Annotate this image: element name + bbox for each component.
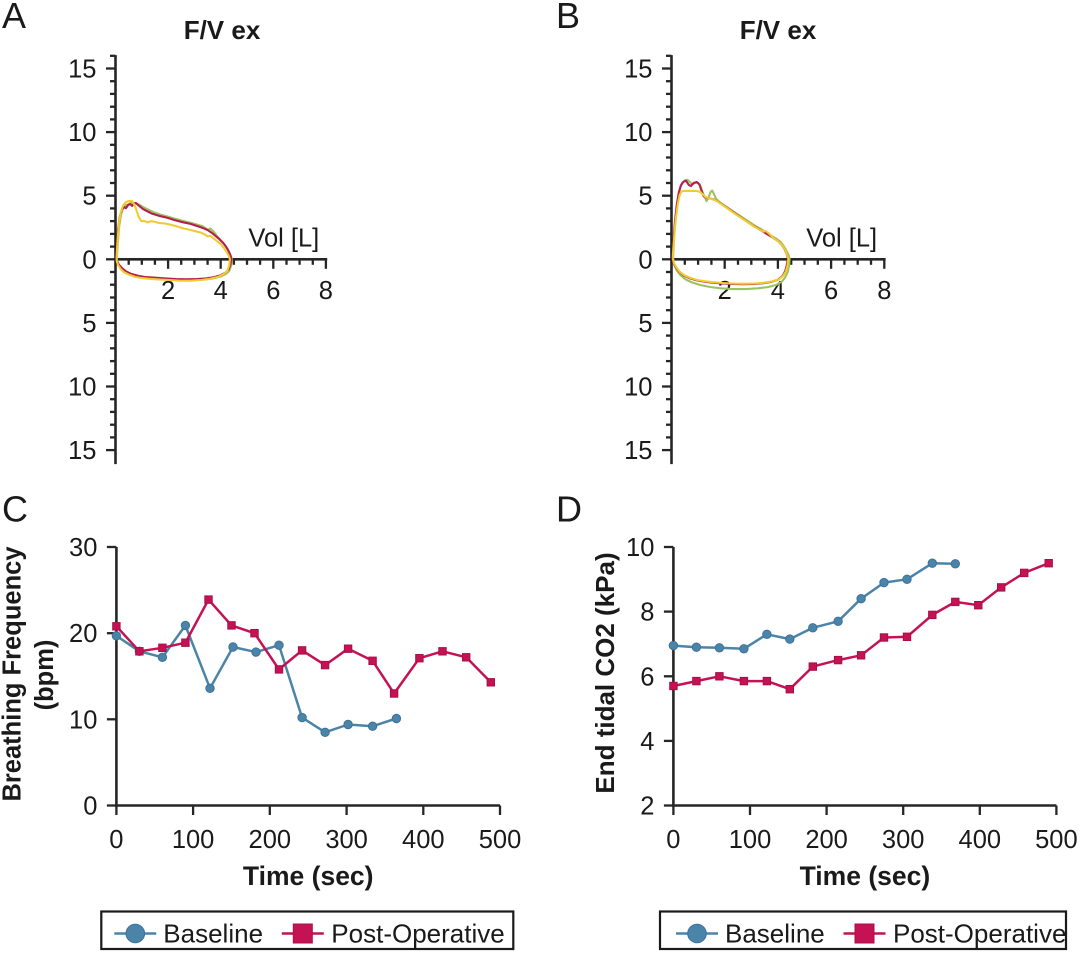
svg-text:400: 400 — [959, 826, 1002, 854]
svg-text:Vol [L]: Vol [L] — [806, 224, 877, 252]
svg-text:5: 5 — [638, 183, 652, 211]
svg-text:Vol [L]: Vol [L] — [248, 224, 319, 252]
svg-text:100: 100 — [729, 826, 772, 854]
svg-text:F/V ex: F/V ex — [184, 15, 261, 45]
svg-text:0: 0 — [109, 826, 123, 854]
svg-text:500: 500 — [1035, 826, 1078, 854]
svg-text:100: 100 — [172, 826, 215, 854]
svg-text:Post-Operative: Post-Operative — [893, 919, 1066, 949]
svg-text:C: C — [2, 489, 28, 530]
svg-text:300: 300 — [325, 826, 368, 854]
svg-text:0: 0 — [82, 246, 96, 274]
svg-text:15: 15 — [68, 437, 96, 465]
svg-text:10: 10 — [69, 706, 97, 734]
svg-text:8: 8 — [640, 599, 654, 627]
svg-text:4: 4 — [640, 728, 654, 756]
svg-text:End tidal CO2 (kPa): End tidal CO2 (kPa) — [590, 552, 620, 793]
svg-text:Baseline: Baseline — [725, 919, 825, 949]
svg-text:(bpm): (bpm) — [31, 640, 59, 711]
svg-text:6: 6 — [266, 277, 280, 305]
svg-text:0: 0 — [638, 246, 652, 274]
svg-text:Time (sec): Time (sec) — [243, 861, 374, 891]
svg-text:2: 2 — [161, 277, 175, 305]
svg-text:20: 20 — [69, 620, 97, 648]
svg-text:Breathing Frequency: Breathing Frequency — [0, 546, 27, 802]
svg-text:4: 4 — [214, 277, 228, 305]
svg-text:Baseline: Baseline — [163, 919, 263, 949]
svg-text:10: 10 — [68, 374, 96, 402]
svg-text:15: 15 — [624, 56, 652, 84]
svg-text:Post-Operative: Post-Operative — [331, 919, 504, 949]
svg-text:F/V ex: F/V ex — [740, 15, 817, 45]
svg-text:30: 30 — [69, 534, 97, 562]
svg-text:200: 200 — [805, 826, 848, 854]
svg-text:15: 15 — [624, 437, 652, 465]
svg-text:Time (sec): Time (sec) — [800, 861, 931, 891]
svg-text:10: 10 — [624, 119, 652, 147]
svg-text:8: 8 — [319, 277, 333, 305]
svg-text:500: 500 — [479, 826, 522, 854]
svg-text:200: 200 — [249, 826, 292, 854]
svg-text:0: 0 — [666, 826, 680, 854]
svg-text:15: 15 — [68, 56, 96, 84]
svg-text:4: 4 — [771, 277, 785, 305]
svg-text:300: 300 — [882, 826, 925, 854]
svg-text:5: 5 — [638, 310, 652, 338]
svg-text:10: 10 — [626, 534, 654, 562]
svg-text:B: B — [556, 0, 580, 36]
svg-text:D: D — [556, 489, 582, 530]
svg-text:0: 0 — [83, 793, 97, 821]
svg-text:6: 6 — [824, 277, 838, 305]
svg-text:400: 400 — [402, 826, 445, 854]
svg-text:2: 2 — [640, 793, 654, 821]
svg-text:5: 5 — [82, 310, 96, 338]
svg-text:A: A — [2, 0, 26, 36]
svg-text:10: 10 — [68, 119, 96, 147]
svg-text:2: 2 — [718, 277, 732, 305]
svg-text:6: 6 — [640, 663, 654, 691]
svg-text:8: 8 — [877, 277, 891, 305]
svg-text:5: 5 — [82, 183, 96, 211]
svg-text:10: 10 — [624, 374, 652, 402]
